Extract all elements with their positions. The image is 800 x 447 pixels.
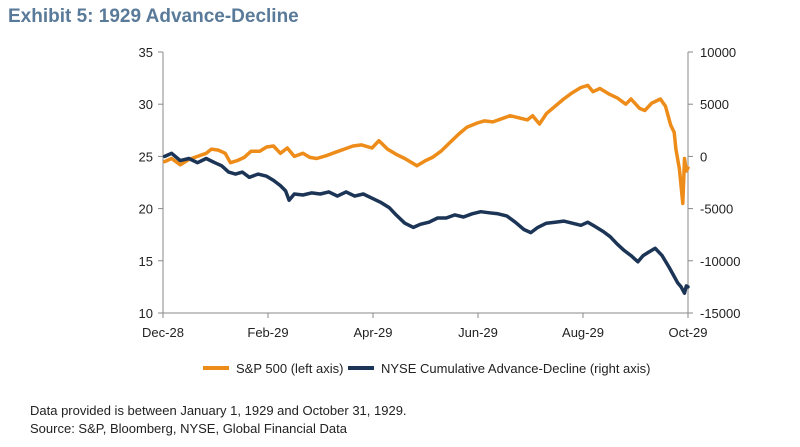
- legend-nyse-ad-label: NYSE Cumulative Advance-Decline (right a…: [381, 361, 651, 376]
- left-tick-label: 25: [139, 149, 153, 164]
- right-tick-label: 10000: [700, 45, 736, 60]
- x-tick-label: Dec-28: [142, 325, 184, 340]
- x-tick-label: Apr-29: [353, 325, 392, 340]
- sp500-line: [162, 83, 690, 206]
- source-note: Source: S&P, Bloomberg, NYSE, Global Fin…: [30, 421, 347, 436]
- right-tick-label: 5000: [700, 97, 729, 112]
- left-tick-label: 10: [139, 306, 153, 321]
- chart-canvas: 10 15 20 25 30 35 -15000 -10000 -5000 0 5000 10000 D…: [139, 45, 741, 376]
- right-tick-label: -15000: [700, 306, 740, 321]
- left-tick-label: 20: [139, 202, 153, 217]
- chart-notes: Data provided is between January 1, 1929…: [30, 402, 407, 438]
- right-tick-label: -10000: [700, 254, 740, 269]
- nyse-ad-line: [162, 151, 690, 295]
- left-tick-label: 35: [139, 45, 153, 60]
- x-tick-label: Feb-29: [247, 325, 288, 340]
- chart-title: Exhibit 5: 1929 Advance-Decline: [8, 6, 299, 27]
- right-tick-label: -5000: [700, 202, 733, 217]
- left-tick-label: 30: [139, 97, 153, 112]
- x-tick-label: Jun-29: [458, 325, 498, 340]
- data-range-note: Data provided is between January 1, 1929…: [30, 403, 407, 418]
- x-tick-label: Aug-29: [562, 325, 604, 340]
- right-tick-label: 0: [700, 149, 707, 164]
- legend-sp500-label: S&P 500 (left axis): [236, 361, 343, 376]
- left-tick-label: 15: [139, 254, 153, 269]
- x-tick-label: Oct-29: [668, 325, 707, 340]
